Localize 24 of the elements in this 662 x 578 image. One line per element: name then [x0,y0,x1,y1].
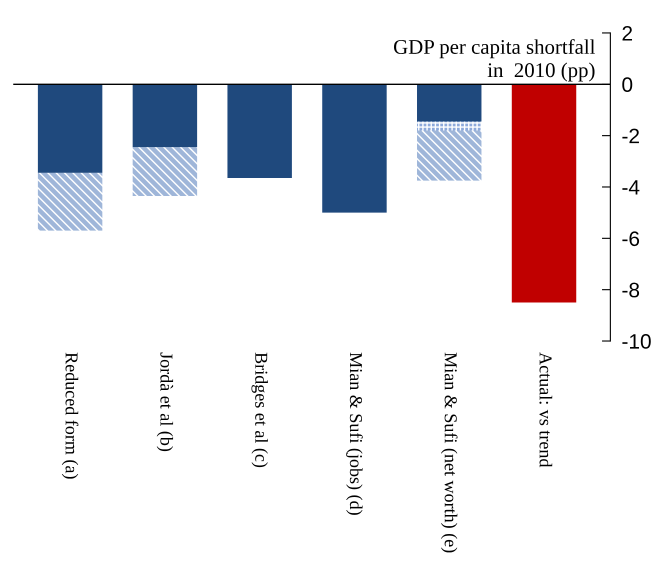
bar [227,84,292,178]
y-tick-label: -4 [622,180,640,195]
y-tick-label: -10 [622,334,651,349]
bar [322,84,387,213]
x-tick-label: Reduced form (a) [62,352,78,479]
bar [38,172,102,231]
x-tick-label: Mian & Sufi (net worth) (e) [440,352,458,552]
bar [38,84,102,173]
y-tick-label: 0 [622,77,632,92]
bar [417,130,482,181]
bar [417,122,482,131]
bar [132,84,198,148]
y-tick-label: 2 [622,26,632,40]
y-tick-label: -2 [622,128,639,144]
bar [512,84,576,303]
x-tick-label: Mian & Sufi (jobs) (d) [346,352,363,515]
x-tick-label: Bridges et al (c) [251,352,268,468]
y-tick-label: -8 [622,282,640,298]
x-tick-label: Jordà et al (b) [156,352,174,452]
x-tick-label: Actual: vs trend [539,352,552,468]
y-tick-label: -6 [622,231,640,246]
bar [417,84,482,122]
bar [132,147,198,196]
text: GDP per capita shortfall in 2010 (pp) [394,39,596,82]
